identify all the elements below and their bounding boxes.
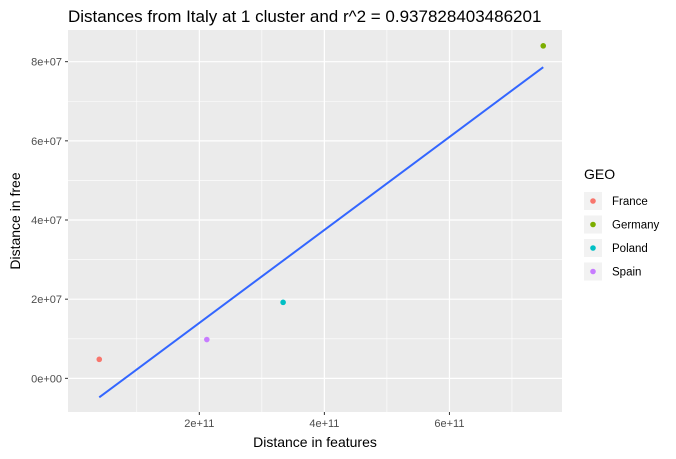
legend-swatch-spain <box>590 268 596 275</box>
y-tick-label: 0e+00 <box>31 373 62 385</box>
x-tick-label: 6e+11 <box>434 418 464 430</box>
legend-swatch-poland <box>590 245 596 251</box>
x-axis-ticks: 2e+11 4e+11 6e+11 <box>184 412 464 430</box>
y-tick-label: 6e+07 <box>31 136 62 148</box>
regression-line <box>98 66 544 399</box>
plot-panel <box>68 30 562 412</box>
y-tick-label: 4e+07 <box>31 215 62 227</box>
legend-label-poland: Poland <box>612 243 648 255</box>
major-gridlines <box>68 30 562 412</box>
minor-gridlines <box>68 30 562 412</box>
legend-title: GEO <box>584 166 615 182</box>
y-tick-label: 2e+07 <box>31 294 62 306</box>
legend-label-germany: Germany <box>612 220 660 232</box>
point-germany <box>540 43 547 49</box>
fit-line-group <box>98 66 544 399</box>
y-axis-title: Distance in free <box>7 172 23 269</box>
legend-label-spain: Spain <box>612 267 641 279</box>
point-poland <box>280 299 286 306</box>
point-france <box>96 356 103 363</box>
y-tick-label: 8e+07 <box>31 57 62 69</box>
legend-swatch-germany <box>590 221 596 228</box>
point-spain <box>204 336 210 343</box>
chart-title: Distances from Italy at 1 cluster and r^… <box>68 7 541 26</box>
x-tick-label: 2e+11 <box>184 418 214 430</box>
legend-label-france: France <box>612 196 648 208</box>
x-axis-title: Distance in features <box>253 434 377 450</box>
x-tick-label: 4e+11 <box>309 418 339 430</box>
legend-swatch-france <box>590 198 596 204</box>
legend: GEO France Germany Poland Spain <box>584 166 660 281</box>
data-points <box>96 43 547 363</box>
y-axis-ticks: 0e+00 2e+07 4e+07 6e+07 8e+07 <box>31 57 68 385</box>
